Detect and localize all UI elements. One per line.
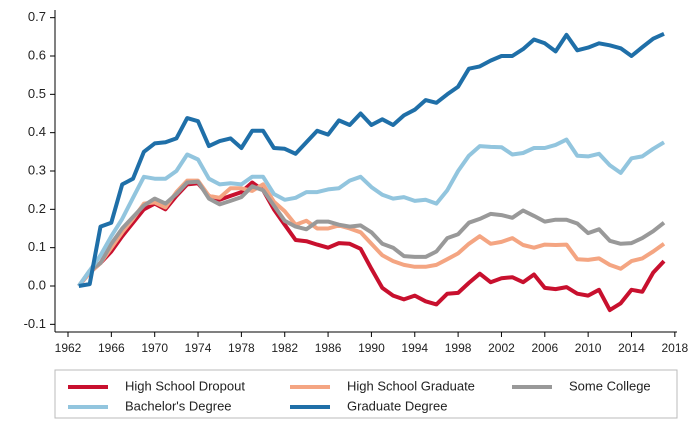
y-tick-label: 0.6 <box>28 47 46 62</box>
series-line <box>77 179 666 288</box>
x-tick-label: 1990 <box>358 341 385 355</box>
legend-label: High School Dropout <box>125 378 245 393</box>
x-tick-label: 1982 <box>271 341 298 355</box>
y-tick-label: 0.3 <box>28 162 46 177</box>
x-tick-label: 2014 <box>618 341 645 355</box>
y-tick-label: 0.2 <box>28 201 46 216</box>
legend-box <box>54 369 678 419</box>
legend-label: Graduate Degree <box>347 398 447 413</box>
x-tick-label: 1994 <box>401 341 428 355</box>
x-tick-label: 1962 <box>55 341 82 355</box>
legend-label: Bachelor's Degree <box>125 398 232 413</box>
x-tick-label: 1970 <box>141 341 168 355</box>
y-tick-label: -0.1 <box>24 316 46 331</box>
y-tick-label: 0.5 <box>28 86 46 101</box>
x-tick-label: 1966 <box>98 341 125 355</box>
x-tick-label: 1998 <box>445 341 472 355</box>
x-tick-label: 1986 <box>315 341 342 355</box>
x-tick-label: 2002 <box>488 341 515 355</box>
x-tick-label: 1978 <box>228 341 255 355</box>
x-tick-label: 2018 <box>661 341 688 355</box>
y-tick-label: 0.4 <box>28 124 46 139</box>
y-tick-label: 0.1 <box>28 239 46 254</box>
series-line <box>78 31 665 288</box>
y-tick-label: 0.7 <box>28 9 46 24</box>
y-tick-label: 0.0 <box>28 277 46 292</box>
legend-label: High School Graduate <box>347 378 475 393</box>
x-tick-label: 1974 <box>185 341 212 355</box>
x-tick-label: 2010 <box>575 341 602 355</box>
series-line <box>77 137 666 288</box>
legend-label: Some College <box>569 378 651 393</box>
x-tick-label: 2006 <box>531 341 558 355</box>
